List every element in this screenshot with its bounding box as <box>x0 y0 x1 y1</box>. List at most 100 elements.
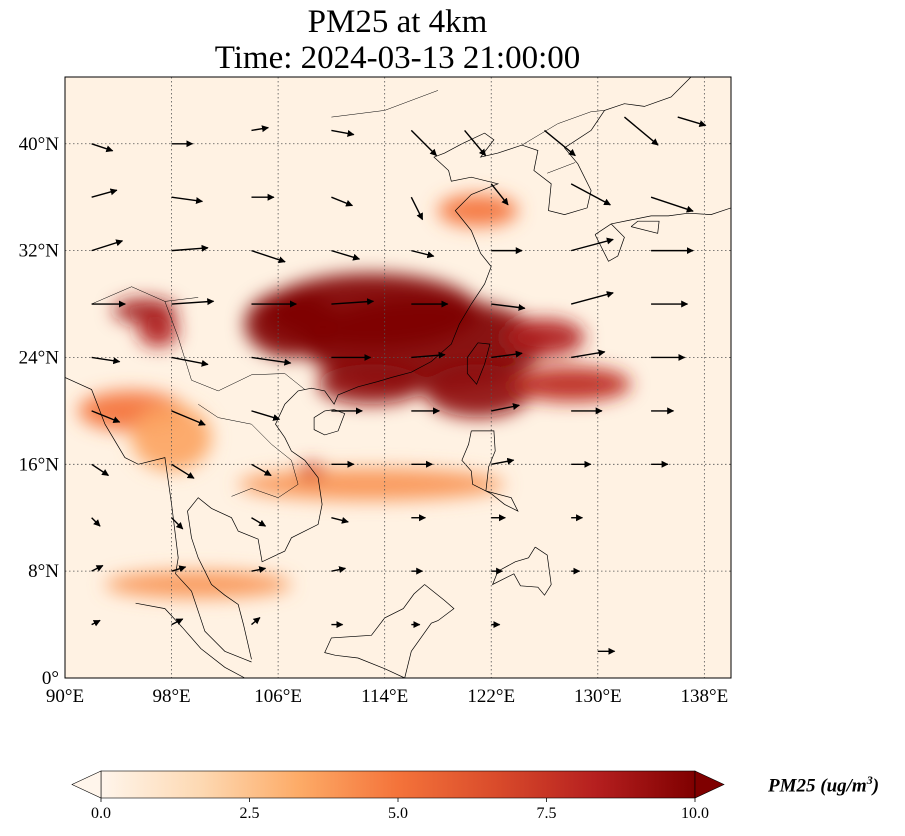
wind-arrow <box>91 619 101 627</box>
wind-arrow <box>251 410 281 421</box>
country-border <box>547 162 576 174</box>
coastline <box>324 584 455 678</box>
wind-arrow <box>251 249 286 264</box>
wind-arrow <box>410 196 424 221</box>
coastline <box>594 223 625 262</box>
wind-arrow <box>251 617 261 626</box>
wind-arrow <box>171 565 187 573</box>
wind-arrow <box>331 129 355 137</box>
wind-arrow <box>571 349 606 359</box>
map-title: PM25 at 4km <box>307 4 488 40</box>
longitude-tick-label: 122°E <box>467 686 515 707</box>
country-border <box>521 110 605 146</box>
colorbar-tick-label: 10.0 <box>681 805 709 822</box>
wind-arrow <box>91 188 118 198</box>
longitude-tick-label: 90°E <box>46 686 84 707</box>
wind-arrow <box>251 356 292 366</box>
colorbar-title-exponent: 3 <box>866 773 873 787</box>
wind-arrow <box>91 239 124 252</box>
latitude-tick-label: 24°N <box>19 347 60 368</box>
coastline <box>135 602 245 678</box>
latitude-tick-label: 32°N <box>19 241 60 262</box>
colorbar-extend-max <box>694 770 725 799</box>
coastline-layer <box>65 77 731 678</box>
wind-arrow <box>331 249 361 261</box>
coastline <box>313 409 346 436</box>
wind-arrow <box>171 244 209 252</box>
wind-arrow <box>251 566 267 574</box>
longitude-tick-label: 138°E <box>681 686 729 707</box>
colorbar-title-text: PM25 (ug/m <box>768 775 867 797</box>
wind-arrow <box>91 463 110 477</box>
latitude-tick-label: 16°N <box>19 454 60 475</box>
colorbar-bar <box>100 770 696 799</box>
longitude-tick-label: 114°E <box>361 686 408 707</box>
wind-arrow <box>251 517 267 527</box>
pm25-plume <box>511 366 632 402</box>
coastline <box>466 342 491 385</box>
coastline <box>630 220 660 234</box>
wind-arrow <box>331 298 375 306</box>
pm25-plume <box>437 194 518 227</box>
wind-vector-layer <box>91 116 707 655</box>
map-frame <box>64 76 732 679</box>
gridline-layer <box>65 77 731 678</box>
wind-arrow <box>623 116 659 146</box>
colorbar-tick-label: 0.0 <box>91 805 111 822</box>
wind-arrow <box>91 356 121 365</box>
wind-arrow <box>91 564 104 572</box>
wind-arrow <box>171 196 204 205</box>
wind-arrow <box>91 517 101 527</box>
longitude-tick-label: 130°E <box>574 686 622 707</box>
wind-arrow <box>570 237 614 252</box>
wind-arrow <box>411 351 446 359</box>
pm25-plume <box>504 318 585 357</box>
wind-arrow <box>171 356 209 367</box>
country-border-layer <box>91 90 605 498</box>
pm25-concentration-layer <box>78 194 632 598</box>
coastline <box>65 377 252 663</box>
colorbar-extend-min <box>71 770 102 799</box>
wind-arrow <box>677 116 707 128</box>
latitude-tick-label: 8°N <box>28 561 59 582</box>
pm25-plume <box>298 462 325 480</box>
wind-arrow <box>544 129 576 157</box>
colorbar-title: PM25 (ug/m3) <box>768 773 879 797</box>
map-time-subtitle: Time: 2024-03-13 21:00:00 <box>214 40 581 76</box>
coastline <box>461 430 519 512</box>
wind-arrow <box>91 143 114 153</box>
wind-arrow <box>331 566 347 574</box>
colorbar-tick-label: 5.0 <box>388 805 408 822</box>
colorbar-tick-layer: 0.0 2.5 5.0 7.5 10.0 <box>91 798 709 822</box>
latitude-tick-label: 40°N <box>19 134 60 155</box>
colorbar-tick-label: 7.5 <box>537 805 557 822</box>
wind-arrow <box>91 410 121 423</box>
wind-arrow <box>171 463 195 479</box>
wind-arrow <box>251 463 272 477</box>
colorbar-title-close: ) <box>872 775 880 797</box>
coastline <box>187 77 692 660</box>
country-border <box>198 403 299 498</box>
wind-arrow <box>171 618 184 626</box>
colorbar: 0.0 2.5 5.0 7.5 10.0 <box>71 770 725 822</box>
wind-arrow <box>491 350 523 359</box>
wind-arrow <box>491 303 526 311</box>
longitude-tick-label: 98°E <box>152 686 190 707</box>
wind-arrow <box>650 196 694 213</box>
wind-arrow <box>171 410 206 426</box>
wind-arrow <box>331 196 354 207</box>
axis-tick-layer: 90°E 98°E 106°E 114°E 122°E 130°E 138°E 0° 8°N 16… <box>19 134 729 707</box>
coastline <box>594 207 731 235</box>
latitude-tick-label: 0° <box>42 668 59 689</box>
wind-arrow <box>251 125 269 133</box>
pm25-plume <box>104 571 292 598</box>
wind-arrow <box>570 291 614 305</box>
country-border <box>91 286 305 392</box>
pm25-plume <box>424 364 532 418</box>
wind-arrow <box>491 403 520 412</box>
wind-arrow <box>171 517 184 530</box>
pm25-plume <box>138 314 179 347</box>
wind-arrow <box>411 249 435 259</box>
pm25-plume <box>318 364 425 405</box>
